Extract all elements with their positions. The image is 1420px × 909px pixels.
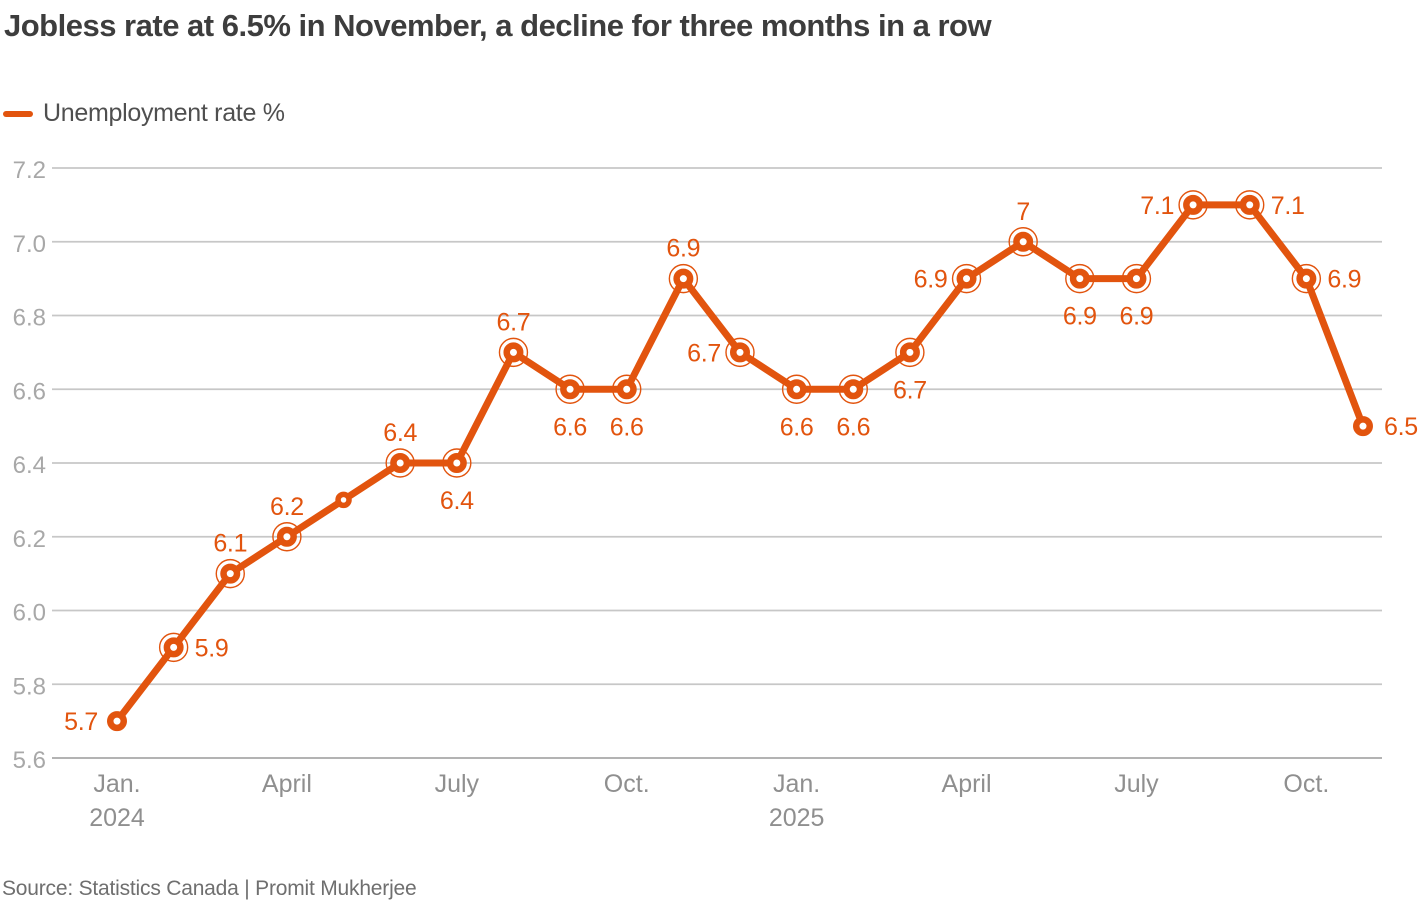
y-axis-tick-label: 6.6 bbox=[13, 378, 46, 405]
legend-label: Unemployment rate % bbox=[43, 99, 285, 127]
data-point-marker bbox=[673, 268, 694, 289]
data-point-halo bbox=[272, 522, 302, 552]
data-point-marker bbox=[616, 379, 637, 400]
x-axis-year-label: 2024 bbox=[89, 804, 145, 832]
data-point-label: 6.9 bbox=[914, 266, 948, 294]
y-axis-tick-label: 6.4 bbox=[13, 452, 46, 479]
x-axis-tick-label: Oct. bbox=[1283, 770, 1329, 798]
x-axis-tick-label: Jan. bbox=[773, 770, 820, 798]
data-point-halo bbox=[781, 374, 812, 404]
legend-line-swatch bbox=[3, 110, 33, 117]
data-point-label: 6.7 bbox=[893, 376, 927, 404]
data-point-marker bbox=[390, 453, 411, 473]
data-point-label: 6.7 bbox=[687, 339, 721, 367]
data-point-halo bbox=[895, 337, 925, 368]
x-axis-tick-label: July bbox=[435, 770, 480, 798]
data-point-label: 6.6 bbox=[610, 413, 644, 441]
data-point-label: 6.9 bbox=[1063, 303, 1097, 331]
data-point-label: 6.1 bbox=[213, 530, 247, 558]
data-point-halo bbox=[498, 337, 529, 368]
data-point-marker bbox=[899, 342, 920, 363]
data-point-marker bbox=[107, 711, 127, 732]
data-point-marker bbox=[1296, 268, 1317, 289]
legend: Unemployment rate % bbox=[3, 99, 285, 128]
x-axis-tick-label: April bbox=[942, 770, 992, 798]
data-point-halo bbox=[725, 337, 755, 368]
data-point-label: 5.7 bbox=[64, 708, 98, 736]
data-point-halo bbox=[668, 263, 699, 294]
y-axis-tick-label: 6.0 bbox=[13, 600, 46, 627]
data-point-marker bbox=[1239, 194, 1260, 215]
data-point-halo bbox=[442, 448, 472, 478]
page-title: Jobless rate at 6.5% in November, a decl… bbox=[4, 8, 992, 43]
data-point-marker bbox=[335, 491, 352, 509]
data-point-halo bbox=[1008, 227, 1038, 257]
data-point-marker bbox=[1126, 268, 1147, 289]
data-point-marker bbox=[729, 342, 750, 363]
y-axis-tick-label: 6.8 bbox=[13, 305, 46, 332]
data-point-marker bbox=[446, 453, 467, 473]
data-point-marker bbox=[560, 379, 581, 400]
data-point-halo bbox=[215, 558, 245, 589]
y-axis-tick-label: 6.2 bbox=[13, 526, 46, 553]
data-point-halo bbox=[385, 448, 415, 478]
data-point-label: 6.9 bbox=[666, 235, 700, 263]
data-point-label: 6.5 bbox=[1384, 413, 1418, 441]
data-point-marker bbox=[1013, 231, 1034, 252]
data-point-label: 6.4 bbox=[440, 487, 474, 515]
data-point-halo bbox=[951, 263, 982, 294]
data-point-label: 6.9 bbox=[1327, 266, 1361, 294]
data-point-label: 6.7 bbox=[497, 308, 531, 336]
source-attribution: Source: Statistics Canada | Promit Mukhe… bbox=[2, 877, 417, 900]
data-point-halo bbox=[838, 374, 868, 404]
data-point-halo bbox=[1235, 190, 1265, 220]
x-axis-year-label: 2025 bbox=[769, 804, 825, 832]
data-point-marker bbox=[1352, 416, 1373, 437]
data-point-halo bbox=[612, 374, 642, 404]
x-axis-tick-label: Jan. bbox=[93, 770, 140, 798]
data-point-marker bbox=[1183, 194, 1204, 215]
data-point-label: 6.6 bbox=[836, 413, 870, 441]
y-axis-tick-label: 7.2 bbox=[13, 157, 46, 184]
data-point-label: 6.6 bbox=[553, 413, 587, 441]
data-point-marker bbox=[843, 379, 864, 400]
data-point-halo bbox=[158, 632, 189, 663]
data-point-halo bbox=[1291, 263, 1322, 294]
data-point-label: 7 bbox=[1016, 198, 1030, 226]
x-axis-tick-label: Oct. bbox=[604, 770, 650, 798]
data-point-marker bbox=[956, 268, 977, 289]
data-point-marker bbox=[503, 342, 524, 363]
data-point-label: 7.1 bbox=[1140, 192, 1174, 220]
data-point-label: 7.1 bbox=[1271, 192, 1305, 220]
data-point-halo bbox=[1065, 263, 1095, 294]
data-point-label: 6.2 bbox=[270, 493, 304, 521]
y-axis-tick-label: 7.0 bbox=[13, 231, 46, 258]
data-point-halo bbox=[1121, 263, 1152, 294]
x-axis-tick-label: April bbox=[262, 770, 312, 798]
data-point-halo bbox=[555, 374, 585, 404]
data-point-marker bbox=[220, 563, 241, 584]
data-point-marker bbox=[276, 526, 297, 547]
data-point-halo bbox=[1178, 190, 1208, 220]
data-point-marker bbox=[1069, 268, 1090, 289]
data-point-label: 6.4 bbox=[383, 419, 417, 447]
data-point-label: 6.9 bbox=[1120, 303, 1154, 331]
data-point-label: 6.6 bbox=[780, 413, 814, 441]
data-point-marker bbox=[786, 379, 807, 400]
y-axis-tick-label: 5.6 bbox=[13, 747, 46, 774]
y-axis-tick-label: 5.8 bbox=[13, 673, 46, 700]
data-point-marker bbox=[163, 637, 184, 658]
data-point-label: 5.9 bbox=[195, 634, 229, 662]
x-axis-tick-label: July bbox=[1114, 770, 1159, 798]
